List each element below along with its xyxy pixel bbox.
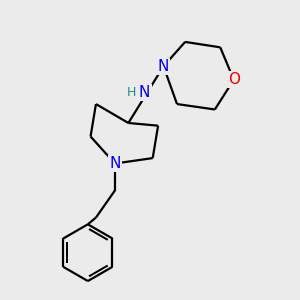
Text: N: N bbox=[139, 85, 150, 100]
Text: O: O bbox=[228, 72, 240, 87]
Text: H: H bbox=[127, 86, 136, 99]
Text: N: N bbox=[158, 59, 169, 74]
Text: N: N bbox=[109, 156, 121, 171]
